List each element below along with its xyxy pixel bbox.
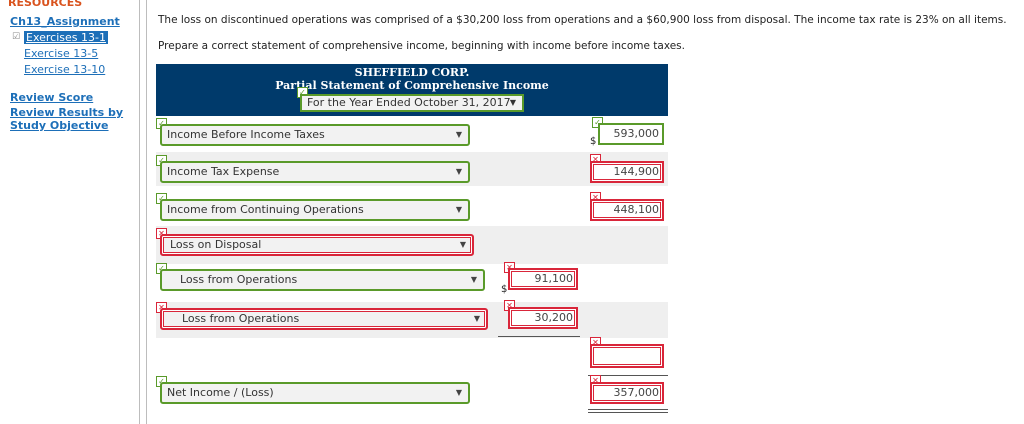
period-select[interactable]: For the Year Ended October 31, 2017 ▼ xyxy=(300,94,524,112)
review-results-link[interactable]: Review Results by xyxy=(10,106,124,119)
line-item-select[interactable]: Loss from Operations ▼ xyxy=(160,269,485,291)
double-rule xyxy=(588,409,668,410)
currency-symbol: $ xyxy=(590,136,597,147)
line-item-select[interactable]: Income from Continuing Operations ▼ xyxy=(160,199,470,221)
checkmark-icon: ✓ xyxy=(592,117,603,128)
period-select-value: For the Year Ended October 31, 2017 xyxy=(307,96,511,109)
line-item-select[interactable]: Loss from Operations ▼ xyxy=(160,308,488,330)
sidebar-divider xyxy=(139,0,147,424)
currency-symbol: $ xyxy=(501,284,508,295)
chevron-down-icon: ▼ xyxy=(455,205,462,214)
sidebar-item-exercise-13-5[interactable]: Exercise 13-5 xyxy=(24,47,99,60)
line-item-label: Income from Continuing Operations xyxy=(167,203,364,216)
line-item-label: Loss from Operations xyxy=(182,312,300,325)
review-score-link[interactable]: Review Score xyxy=(10,91,94,104)
amount-input[interactable]: 593,000 xyxy=(598,123,664,145)
chevron-down-icon: ▼ xyxy=(473,314,480,323)
pencil-icon: ☑ xyxy=(12,32,21,42)
chevron-down-icon: ▼ xyxy=(455,167,462,176)
amount-input[interactable]: 91,100 xyxy=(508,268,578,290)
amount-input[interactable]: 357,000 xyxy=(590,382,664,404)
company-name: SHEFFIELD CORP. xyxy=(354,66,470,79)
chevron-down-icon: ▼ xyxy=(459,240,466,249)
chevron-down-icon: ▼ xyxy=(470,275,477,284)
chevron-down-icon: ▼ xyxy=(455,388,462,397)
line-item-select[interactable]: Loss on Disposal ▼ xyxy=(160,234,474,256)
assignment-link[interactable]: Ch13_Assignment xyxy=(10,15,120,28)
line-item-select[interactable]: Income Before Income Taxes ▼ xyxy=(160,124,470,146)
problem-text: The loss on discontinued operations was … xyxy=(158,14,1007,26)
line-item-select[interactable]: Net Income / (Loss) ▼ xyxy=(160,382,470,404)
sidebar-item-exercises-13-1[interactable]: Exercises 13-1 xyxy=(24,31,108,44)
amount-input[interactable]: 144,900 xyxy=(590,161,664,183)
statement-title: Partial Statement of Comprehensive Incom… xyxy=(275,79,549,92)
problem-instruction: Prepare a correct statement of comprehen… xyxy=(158,40,685,52)
sidebar: RESOURCES Ch13_Assignment ☑ Exercises 13… xyxy=(0,0,138,424)
line-item-label: Income Before Income Taxes xyxy=(167,128,325,141)
sidebar-item-exercise-13-10[interactable]: Exercise 13-10 xyxy=(24,63,106,76)
review-results-link-line2[interactable]: Study Objective xyxy=(10,119,109,132)
chevron-down-icon: ▼ xyxy=(455,130,462,139)
chevron-down-icon: ▼ xyxy=(509,98,516,107)
total-rule xyxy=(588,375,668,376)
double-rule xyxy=(588,412,668,413)
amount-input[interactable]: 30,200 xyxy=(508,307,578,329)
line-item-label: Loss on Disposal xyxy=(170,238,262,251)
line-item-label: Net Income / (Loss) xyxy=(167,386,274,399)
line-item-label: Loss from Operations xyxy=(180,273,298,286)
subtotal-rule xyxy=(498,336,580,337)
amount-input[interactable]: 448,100 xyxy=(590,199,664,221)
amount-input[interactable] xyxy=(590,344,664,368)
line-item-select[interactable]: Income Tax Expense ▼ xyxy=(160,161,470,183)
resources-heading: RESOURCES xyxy=(8,0,83,9)
line-item-label: Income Tax Expense xyxy=(167,165,280,178)
